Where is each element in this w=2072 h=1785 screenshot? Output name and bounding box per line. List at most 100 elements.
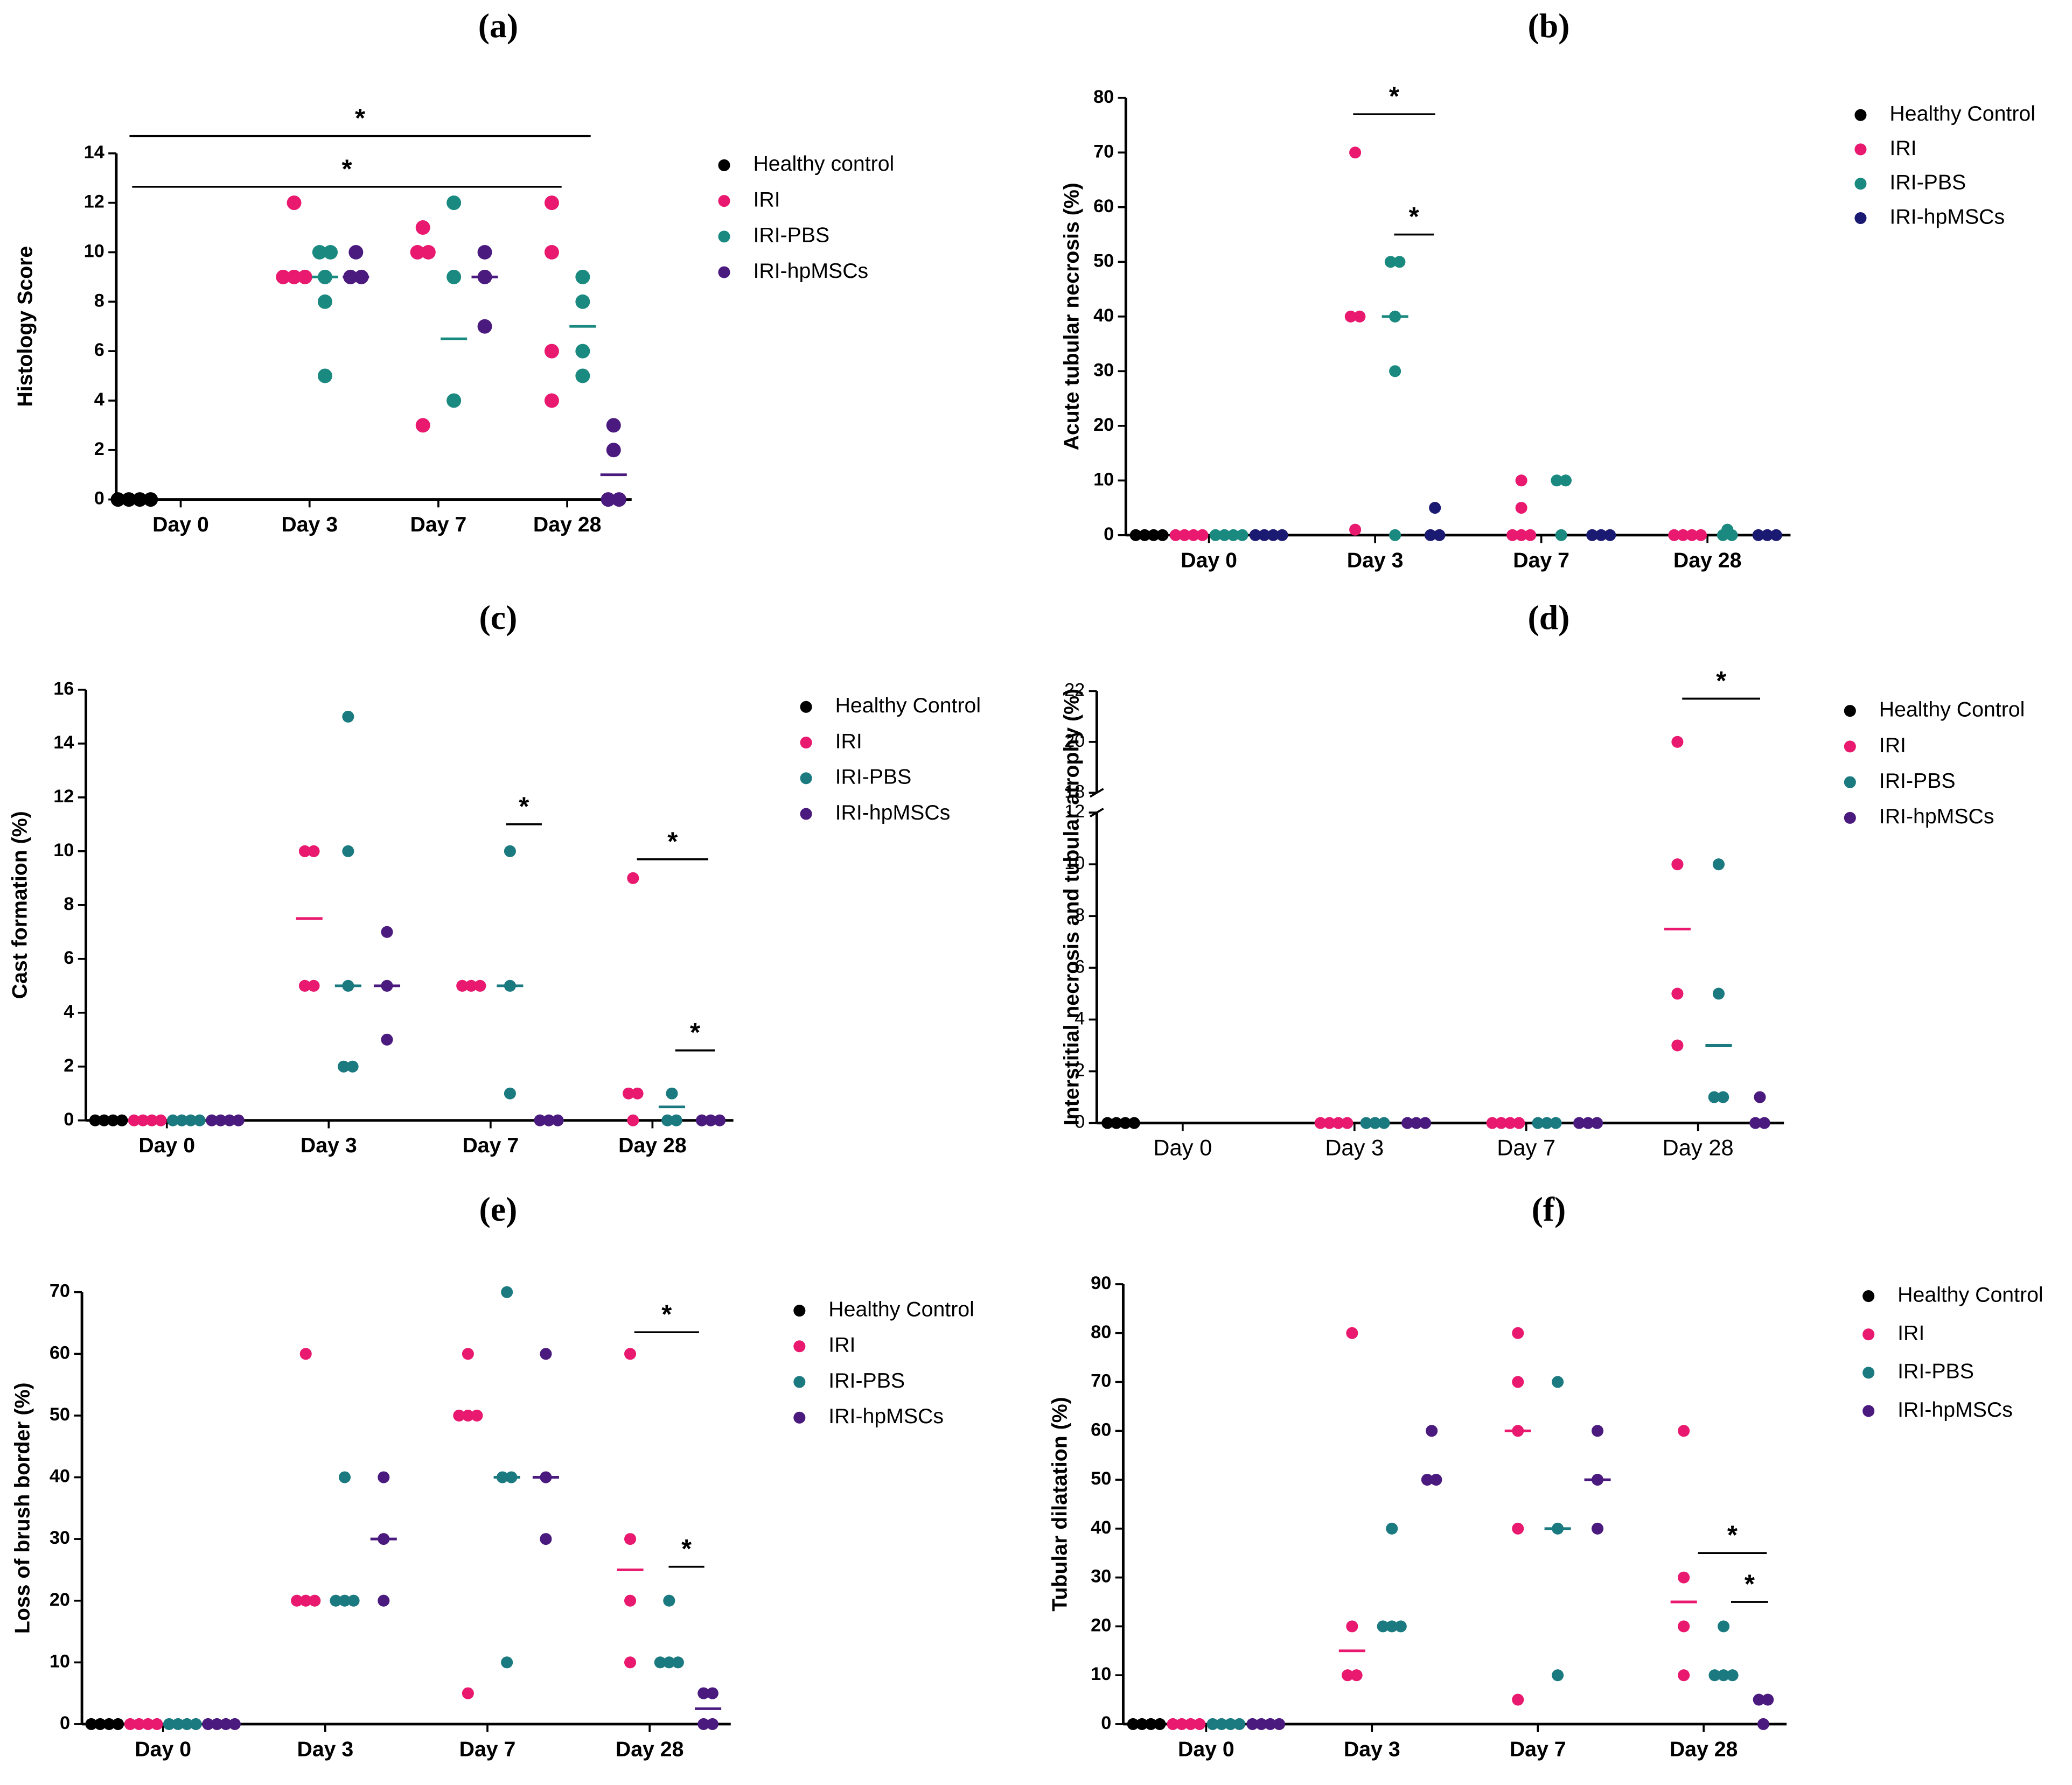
data-point xyxy=(1592,1522,1604,1535)
data-point xyxy=(474,979,486,992)
y-tick-label: 50 xyxy=(1093,250,1114,271)
data-point xyxy=(1224,1718,1237,1730)
data-point xyxy=(542,1114,555,1126)
data-point xyxy=(1167,1718,1179,1730)
data-point xyxy=(575,269,590,284)
data-point xyxy=(1342,1669,1354,1682)
data-point xyxy=(1216,1718,1228,1730)
x-tick-label: Day 3 xyxy=(1325,1135,1384,1160)
x-tick-label: Day 28 xyxy=(1663,1135,1734,1160)
data-point xyxy=(1236,529,1248,541)
legend-marker xyxy=(793,1304,806,1317)
data-point xyxy=(1495,1117,1508,1129)
data-point xyxy=(501,1656,513,1669)
data-point xyxy=(211,1718,223,1730)
data-point xyxy=(1360,1117,1372,1129)
data-point xyxy=(1393,256,1406,268)
significance-label: * xyxy=(667,827,678,856)
data-point xyxy=(228,1718,241,1730)
data-point xyxy=(128,1114,140,1126)
legend-label: IRI-PBS xyxy=(1889,171,1966,194)
y-tick-label: 60 xyxy=(1093,196,1114,216)
data-point xyxy=(312,244,327,260)
y-axis-label: Acute tubular necrosis (%) xyxy=(1060,183,1084,450)
data-point xyxy=(415,220,430,235)
data-point xyxy=(206,1114,218,1126)
data-point xyxy=(1128,1117,1140,1129)
legend-label: IRI-hpMSCs xyxy=(1889,205,2005,228)
legend-marker xyxy=(800,736,812,749)
data-point xyxy=(697,1687,710,1699)
data-point xyxy=(695,1114,708,1126)
x-tick-label: Day 3 xyxy=(1344,1737,1400,1761)
data-point xyxy=(142,1718,154,1730)
significance-label: * xyxy=(1716,667,1727,696)
data-point xyxy=(670,1114,682,1126)
data-point xyxy=(330,1594,342,1607)
y-tick-label: 2 xyxy=(64,1055,74,1076)
data-point xyxy=(224,1114,236,1126)
panel-label: (f) xyxy=(1532,1190,1566,1228)
x-tick-label: Day 7 xyxy=(1510,1737,1566,1761)
significance-label: * xyxy=(355,104,366,133)
y-tick-label: 20 xyxy=(1093,415,1114,435)
data-point xyxy=(297,269,312,284)
data-point xyxy=(287,195,302,211)
data-point xyxy=(1694,529,1707,541)
chart-panel: (e) Loss of brush border (%) 0 10 20 30 40 50 60… xyxy=(11,1190,974,1761)
data-point xyxy=(1754,1091,1766,1103)
data-point xyxy=(552,1114,564,1126)
panel-label: (b) xyxy=(1527,6,1569,45)
data-point xyxy=(1426,1425,1438,1437)
y-tick-label: 6 xyxy=(94,340,104,360)
data-point xyxy=(1246,1718,1259,1730)
legend-label: Healthy Control xyxy=(1879,698,2025,722)
data-point xyxy=(151,1718,163,1730)
x-tick-label: Day 0 xyxy=(152,513,209,536)
data-point xyxy=(1369,1117,1382,1129)
data-point xyxy=(1604,529,1616,541)
panel-label: (d) xyxy=(1527,598,1569,636)
legend-label: IRI xyxy=(1889,136,1916,160)
data-point xyxy=(1119,1117,1132,1129)
data-point xyxy=(176,1114,188,1126)
legend-label: IRI-PBS xyxy=(828,1369,905,1392)
data-point xyxy=(1421,1474,1433,1486)
data-point xyxy=(544,344,559,359)
y-tick-label: 30 xyxy=(50,1528,70,1548)
data-point xyxy=(575,344,590,359)
y-tick-label: 10 xyxy=(1064,853,1085,873)
data-point xyxy=(540,1533,552,1545)
y-tick-label: 12 xyxy=(53,786,74,807)
y-tick-label: 80 xyxy=(1093,87,1114,107)
legend-marker xyxy=(793,1340,806,1353)
significance-label: * xyxy=(661,1300,672,1329)
data-point xyxy=(103,1718,115,1730)
y-tick-label: 0 xyxy=(64,1109,74,1130)
data-point xyxy=(291,1594,303,1607)
data-point xyxy=(471,1409,483,1422)
legend-marker xyxy=(1844,740,1856,753)
significance-label: * xyxy=(1409,202,1420,232)
data-point xyxy=(1344,310,1357,323)
data-point xyxy=(666,1087,678,1100)
y-tick-label: 22 xyxy=(1064,680,1085,700)
data-point xyxy=(323,244,338,260)
data-point xyxy=(624,1656,637,1669)
y-tick-label: 4 xyxy=(1075,1009,1085,1029)
legend-marker xyxy=(1854,109,1867,121)
data-point xyxy=(1233,1718,1246,1730)
significance-label: * xyxy=(1727,1521,1738,1550)
data-point xyxy=(504,1087,516,1100)
y-tick-label: 0 xyxy=(94,488,104,509)
data-point xyxy=(1429,502,1441,514)
data-point xyxy=(193,1114,206,1126)
data-point xyxy=(606,418,621,433)
legend-marker xyxy=(1862,1328,1875,1341)
data-point xyxy=(1349,523,1362,536)
y-axis-label: Loss of brush border (%) xyxy=(11,1382,34,1634)
data-point xyxy=(1101,1117,1114,1129)
data-point xyxy=(1712,858,1725,871)
data-point xyxy=(98,1114,110,1126)
data-point xyxy=(462,1348,474,1360)
